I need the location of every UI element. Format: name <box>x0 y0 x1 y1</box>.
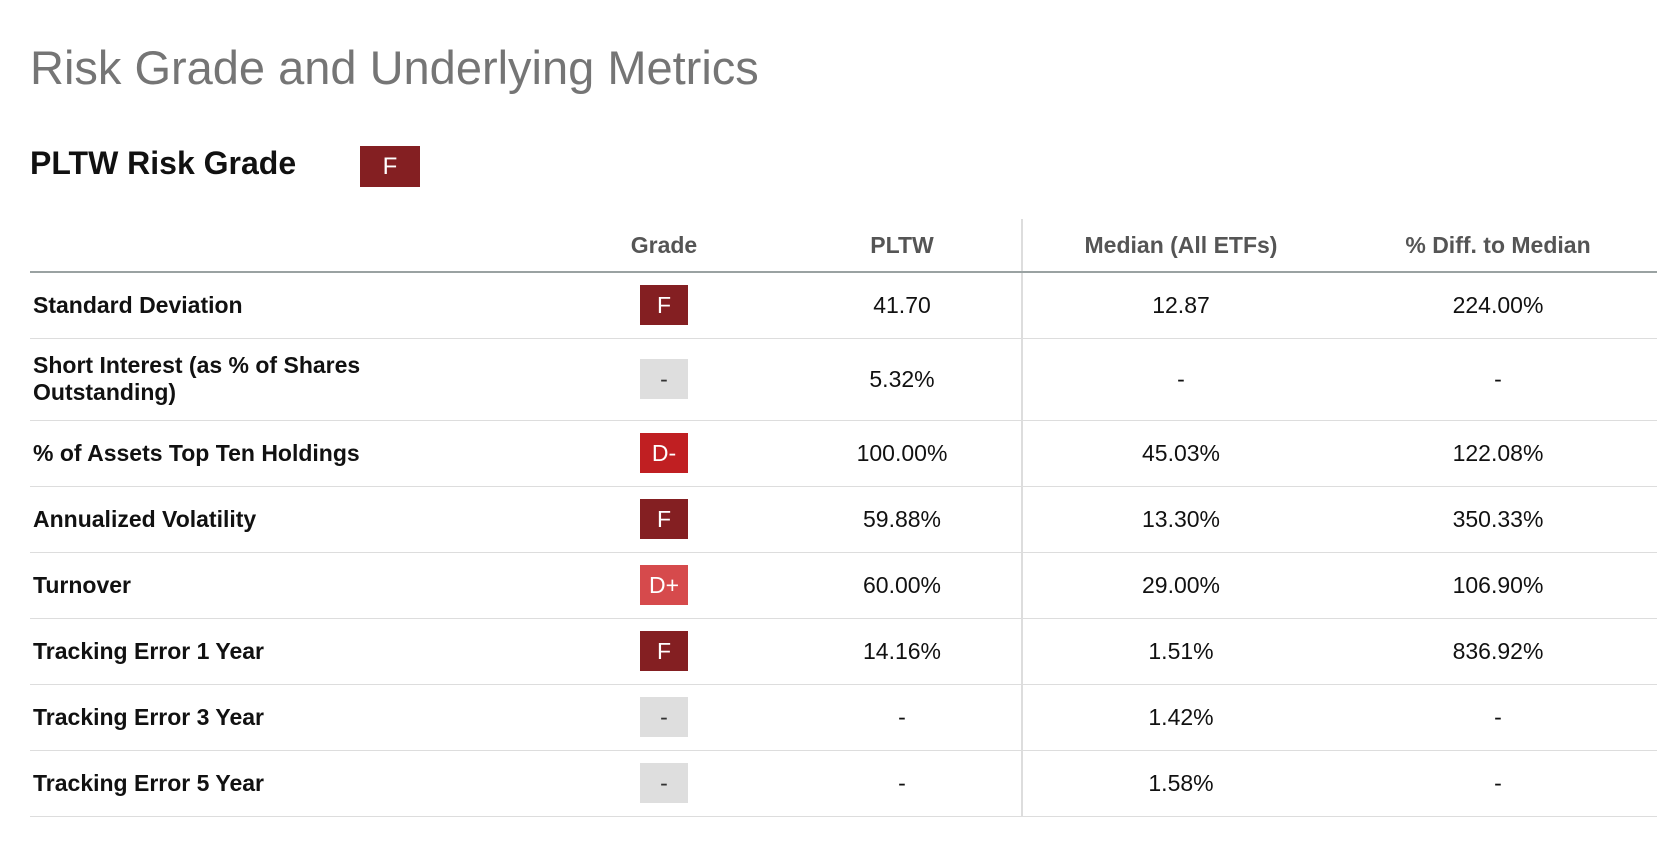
table-row: Tracking Error 5 Year - -1.58% - <box>30 750 1657 817</box>
value-cell: - <box>1339 750 1657 817</box>
grade-badge: - <box>640 763 688 803</box>
value-cell: 1.42% <box>1021 684 1339 751</box>
value-cell: 12.87 <box>1021 272 1339 339</box>
header-cell <box>30 219 545 273</box>
value-cell: 100.00% <box>783 420 1022 487</box>
column-header: Grade <box>545 219 783 273</box>
grade-cell: - <box>545 684 783 751</box>
metric-label: % of Assets Top Ten Holdings <box>30 420 545 487</box>
risk-grade-label: PLTW Risk Grade <box>30 145 297 181</box>
table-row: Standard Deviation F 41.70 12.87 224.00% <box>30 272 1657 339</box>
value-cell: 41.70 <box>783 272 1022 339</box>
metric-label: Annualized Volatility <box>30 486 545 553</box>
table-row: Annualized Volatility F 59.88% 13.30% 350.33… <box>30 486 1657 553</box>
value-cell: - <box>1021 338 1339 421</box>
grade-badge: F <box>640 631 688 671</box>
column-header: % Diff. to Median <box>1339 219 1657 273</box>
value-cell: - <box>783 684 1022 751</box>
table-row: Turnover D+ 60.00% 29.00% 106.90% <box>30 552 1657 619</box>
value-cell: 350.33% <box>1339 486 1657 553</box>
grade-badge: - <box>640 697 688 737</box>
metric-label: Tracking Error 3 Year <box>30 684 545 751</box>
page-title: Risk Grade and Underlying Metrics <box>30 41 759 94</box>
column-header: PLTW <box>783 219 1022 273</box>
grade-cell: F <box>545 272 783 339</box>
value-cell: - <box>1339 338 1657 421</box>
table-row: Short Interest (as % of Shares Outstandi… <box>30 338 1657 421</box>
column-header: Median (All ETFs) <box>1021 219 1339 273</box>
value-cell: 45.03% <box>1021 420 1339 487</box>
value-cell: 122.08% <box>1339 420 1657 487</box>
grade-cell: - <box>545 750 783 817</box>
grade-badge: F <box>640 285 688 326</box>
grade-badge: D- <box>640 433 688 473</box>
value-cell: 60.00% <box>783 552 1022 619</box>
grade-cell: - <box>545 338 783 421</box>
value-cell: 5.32% <box>783 338 1022 421</box>
value-cell: 14.16% <box>783 618 1022 685</box>
value-cell: 106.90% <box>1339 552 1657 619</box>
value-cell: - <box>1339 684 1657 751</box>
grade-badge: F <box>640 499 688 539</box>
header-row: Grade PLTW Median (All ETFs)% Diff. to Med… <box>30 219 1657 273</box>
value-cell: 1.58% <box>1021 750 1339 817</box>
table-row: % of Assets Top Ten Holdings D- 100.00% 45.… <box>30 420 1657 487</box>
value-cell: 1.51% <box>1021 618 1339 685</box>
risk-grade-badge: F <box>360 146 420 187</box>
grade-cell: D- <box>545 420 783 487</box>
grade-badge: D+ <box>640 565 688 605</box>
metrics-table: Grade PLTW Median (All ETFs)% Diff. to Med… <box>30 219 1657 817</box>
grade-cell: F <box>545 486 783 553</box>
metric-label: Standard Deviation <box>30 272 545 339</box>
table-row: Tracking Error 3 Year - -1.42% - <box>30 684 1657 751</box>
grade-badge: - <box>640 359 688 399</box>
value-cell: 836.92% <box>1339 618 1657 685</box>
table-row: Tracking Error 1 Year F 14.16% 1.51% 836.92% <box>30 618 1657 685</box>
metric-label: Tracking Error 1 Year <box>30 618 545 685</box>
value-cell: 13.30% <box>1021 486 1339 553</box>
metric-label: Short Interest (as % of Shares Outstandi… <box>30 338 545 421</box>
value-cell: - <box>783 750 1022 817</box>
grade-cell: F <box>545 618 783 685</box>
value-cell: 224.00% <box>1339 272 1657 339</box>
metric-label: Turnover <box>30 552 545 619</box>
metric-label: Tracking Error 5 Year <box>30 750 545 817</box>
value-cell: 59.88% <box>783 486 1022 553</box>
grade-cell: D+ <box>545 552 783 619</box>
value-cell: 29.00% <box>1021 552 1339 619</box>
